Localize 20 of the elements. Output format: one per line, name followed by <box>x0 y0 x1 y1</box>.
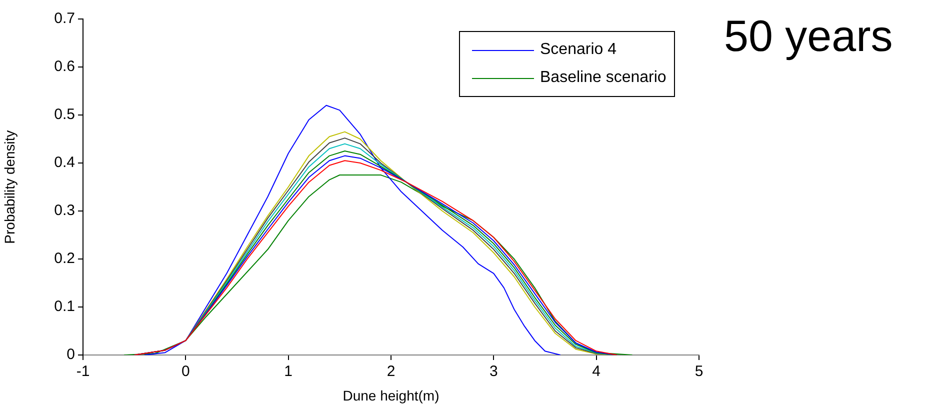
x-tick-label: 0 <box>181 363 190 380</box>
x-tick-label: 3 <box>489 363 498 380</box>
x-tick-label: 5 <box>694 363 704 380</box>
x-tick-label: -1 <box>76 363 90 380</box>
y-tick-label: 0.6 <box>54 58 75 76</box>
y-tick-label: 0.3 <box>54 202 75 220</box>
y-tick-label: 0 <box>66 346 75 364</box>
y-tick-label: 0.1 <box>54 298 75 316</box>
x-tick-label: 2 <box>386 363 396 380</box>
x-axis-title: Dune height(m) <box>342 387 440 404</box>
y-tick-label: 0.4 <box>54 154 75 172</box>
y-tick-label: 0.2 <box>54 250 75 268</box>
x-tick-label: 1 <box>284 363 293 380</box>
y-tick-label: 0.7 <box>54 10 75 28</box>
y-axis-title: Probability density <box>1 130 18 244</box>
legend-label: Scenario 4 <box>540 41 616 59</box>
text: 50 years <box>724 12 893 62</box>
legend-label: Baseline scenario <box>540 69 666 87</box>
x-tick-label: 4 <box>592 363 601 380</box>
y-tick-label: 0.5 <box>54 106 75 124</box>
